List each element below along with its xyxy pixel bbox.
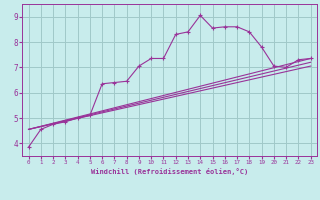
X-axis label: Windchill (Refroidissement éolien,°C): Windchill (Refroidissement éolien,°C) [91, 168, 248, 175]
